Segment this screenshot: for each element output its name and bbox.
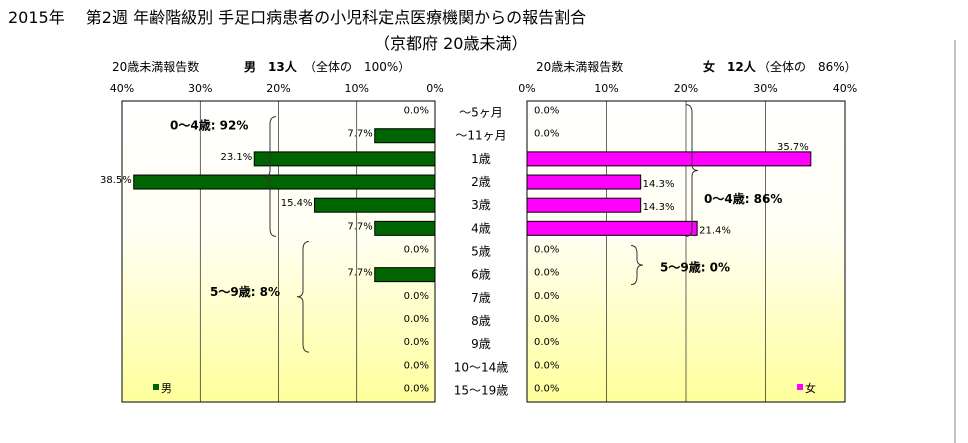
female-annotation-5-9: 5～9歳: 0% [660, 260, 730, 275]
male-bracket-5-9 [296, 241, 310, 353]
male-tick-label: 30% [188, 82, 212, 95]
category-label: 5歳 [471, 245, 491, 259]
male-bar [253, 151, 436, 167]
male-header-share: （全体の 100%） [304, 59, 410, 74]
male-data-label: 38.5% [100, 175, 132, 186]
category-label: ～5ヶ月 [459, 106, 503, 120]
male-tick-label: 0% [426, 82, 443, 95]
female-tick-label: 30% [753, 82, 777, 95]
category-label: 1歳 [471, 152, 491, 166]
male-data-label: 7.7% [347, 129, 372, 140]
male-annotation-0-4: 0～4歳: 92% [170, 118, 248, 133]
male-bar [374, 128, 436, 144]
female-data-label: 14.3% [643, 179, 675, 190]
category-label: 4歳 [471, 221, 491, 235]
female-header-label: 20歳未満報告数 [536, 59, 623, 74]
chart-subtitle: （京都府 20歳未満） [374, 34, 528, 53]
male-data-label: 0.0% [404, 314, 429, 325]
male-tick-label: 40% [110, 82, 134, 95]
category-label: 8歳 [471, 314, 491, 328]
male-header-label: 20歳未満報告数 [112, 59, 199, 74]
female-tick-label: 20% [674, 82, 698, 95]
male-bar [374, 220, 436, 236]
category-label: 9歳 [471, 337, 491, 351]
male-data-label: 0.0% [404, 337, 429, 348]
female-bar [526, 197, 642, 213]
female-legend-label: 女 [805, 381, 816, 395]
male-data-label: 7.7% [347, 221, 372, 232]
female-data-label: 0.0% [534, 337, 559, 348]
female-bar [526, 151, 812, 167]
male-bar [133, 174, 436, 190]
category-label: ～11ヶ月 [455, 129, 506, 143]
female-data-label: 0.0% [534, 268, 559, 279]
female-data-label: 0.0% [534, 314, 559, 325]
female-data-label: 0.0% [534, 383, 559, 394]
female-data-label: 0.0% [534, 129, 559, 140]
male-data-label: 0.0% [404, 106, 429, 117]
male-annotation-5-9: 5～9歳: 8% [210, 284, 280, 299]
female-data-label: 0.0% [534, 106, 559, 117]
female-header-count: 女 12人 [703, 59, 757, 74]
category-label: 3歳 [471, 198, 491, 212]
female-legend-swatch [797, 384, 803, 390]
female-data-label: 21.4% [699, 225, 731, 236]
female-data-label: 14.3% [643, 202, 675, 213]
female-data-label: 35.7% [777, 142, 809, 153]
female-annotation-0-4: 0～4歳: 86% [704, 191, 782, 206]
male-header-count: 男 13人 [244, 59, 298, 74]
female-header-share: （全体の 86%） [758, 59, 857, 74]
male-legend-label: 男 [161, 382, 172, 395]
category-label: 7歳 [471, 291, 491, 305]
male-data-label: 0.0% [404, 291, 429, 302]
female-data-label: 0.0% [534, 360, 559, 371]
female-bar [526, 174, 642, 190]
category-label: 15～19歳 [454, 383, 509, 397]
male-tick-label: 20% [266, 82, 290, 95]
chart-title: 2015年 第2週 年齢階級別 手足口病患者の小児科定点医療機関からの報告割合 [8, 8, 587, 27]
male-data-label: 23.1% [220, 152, 252, 163]
category-label: 10～14歳 [454, 360, 509, 374]
female-tick-label: 0% [518, 82, 535, 95]
female-tick-label: 10% [594, 82, 618, 95]
category-label: 2歳 [471, 175, 491, 189]
male-bracket-0-4 [263, 116, 277, 237]
female-bracket-5-9 [630, 245, 644, 286]
male-data-label: 15.4% [281, 198, 313, 209]
female-data-label: 0.0% [534, 291, 559, 302]
female-bracket-0-4 [685, 104, 699, 237]
male-data-label: 0.0% [404, 383, 429, 394]
female-tick-label: 40% [833, 82, 857, 95]
male-legend-swatch [153, 384, 159, 390]
male-bar [313, 197, 436, 213]
male-data-label: 0.0% [404, 245, 429, 256]
female-bar [526, 220, 698, 236]
male-data-label: 0.0% [404, 360, 429, 371]
male-bar [374, 267, 436, 283]
male-tick-label: 10% [345, 82, 369, 95]
category-label: 6歳 [471, 268, 491, 282]
male-data-label: 7.7% [347, 268, 372, 279]
female-data-label: 0.0% [534, 245, 559, 256]
